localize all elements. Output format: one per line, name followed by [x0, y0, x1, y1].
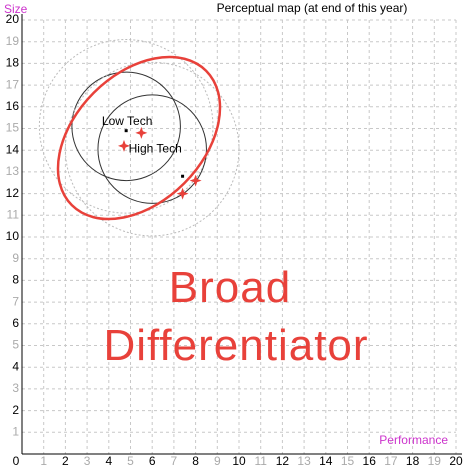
y-tick-label: 2: [12, 403, 19, 417]
x-tick-label: 16: [363, 454, 377, 468]
product-marker: [176, 187, 189, 200]
segment-outer-circle: [38, 39, 214, 214]
y-tick-label: 19: [6, 34, 20, 48]
x-tick-label: 4: [105, 454, 112, 468]
product-marker: [189, 174, 202, 187]
x-tick-label: 13: [297, 454, 311, 468]
y-tick-label: 11: [7, 207, 20, 221]
y-tick-label: 5: [12, 338, 19, 352]
y-tick-label: 13: [6, 164, 20, 178]
plot-area: 0 1 2 3 4 5 6 7 8 9 10 11 12 13 14 15 16 17 18 19 2012345678…: [4, 2, 463, 468]
product-marker: [117, 139, 130, 152]
y-tick-label: 17: [6, 77, 20, 91]
y-tick-label: 12: [6, 186, 20, 200]
x-tick-label: 6: [149, 454, 156, 468]
y-tick-label: 20: [6, 12, 20, 26]
x-tick-label: 3: [84, 454, 91, 468]
segment-circle: [71, 71, 181, 182]
x-tick-label: 15: [341, 454, 355, 468]
x-tick-label: 17: [384, 454, 398, 468]
annotation-line: Broad Differentiator: [103, 263, 368, 370]
x-tick-label: 12: [276, 454, 290, 468]
x-tick-label: 0: [13, 454, 20, 468]
y-tick-label: 7: [12, 294, 19, 308]
y-tick-label: 15: [6, 121, 20, 135]
product-marker: [135, 126, 148, 139]
x-tick-label: 19: [428, 454, 442, 468]
y-tick-label: 3: [12, 381, 19, 395]
y-tick-label: 4: [12, 359, 19, 373]
segment-label: High Tech: [129, 141, 182, 155]
segment-label: Low Tech: [102, 114, 152, 128]
y-axis-label: Size: [4, 2, 28, 16]
ideal-point: [181, 174, 185, 178]
y-tick-label: 9: [12, 251, 19, 265]
y-tick-label: 8: [12, 273, 19, 287]
x-tick-label: 2: [62, 454, 69, 468]
y-tick-label: 6: [12, 316, 19, 330]
x-tick-label: 7: [171, 454, 178, 468]
x-tick-label: 5: [127, 454, 134, 468]
x-tick-label: 11: [254, 454, 267, 468]
y-tick-label: 1: [12, 424, 19, 438]
ideal-point: [124, 129, 128, 133]
segment-circle: [97, 94, 207, 204]
y-tick-label: 16: [6, 99, 20, 113]
y-tick-label: 18: [6, 56, 20, 70]
y-tick-label: 14: [6, 142, 20, 156]
x-tick-label: 9: [214, 454, 221, 468]
x-tick-label: 14: [319, 454, 333, 468]
y-tick-label: 10: [6, 229, 20, 243]
x-tick-label: 18: [406, 454, 420, 468]
x-tick-label: 1: [40, 454, 47, 468]
highlight-ellipse: [56, 55, 222, 221]
chart-title: Perceptual map (at end of this year): [217, 1, 408, 15]
x-axis-label: Performance: [379, 433, 448, 447]
x-tick-label: 20: [449, 454, 463, 468]
x-tick-label: 8: [192, 454, 199, 468]
x-tick-label: 10: [232, 454, 246, 468]
segment-outer-circle: [64, 61, 240, 237]
